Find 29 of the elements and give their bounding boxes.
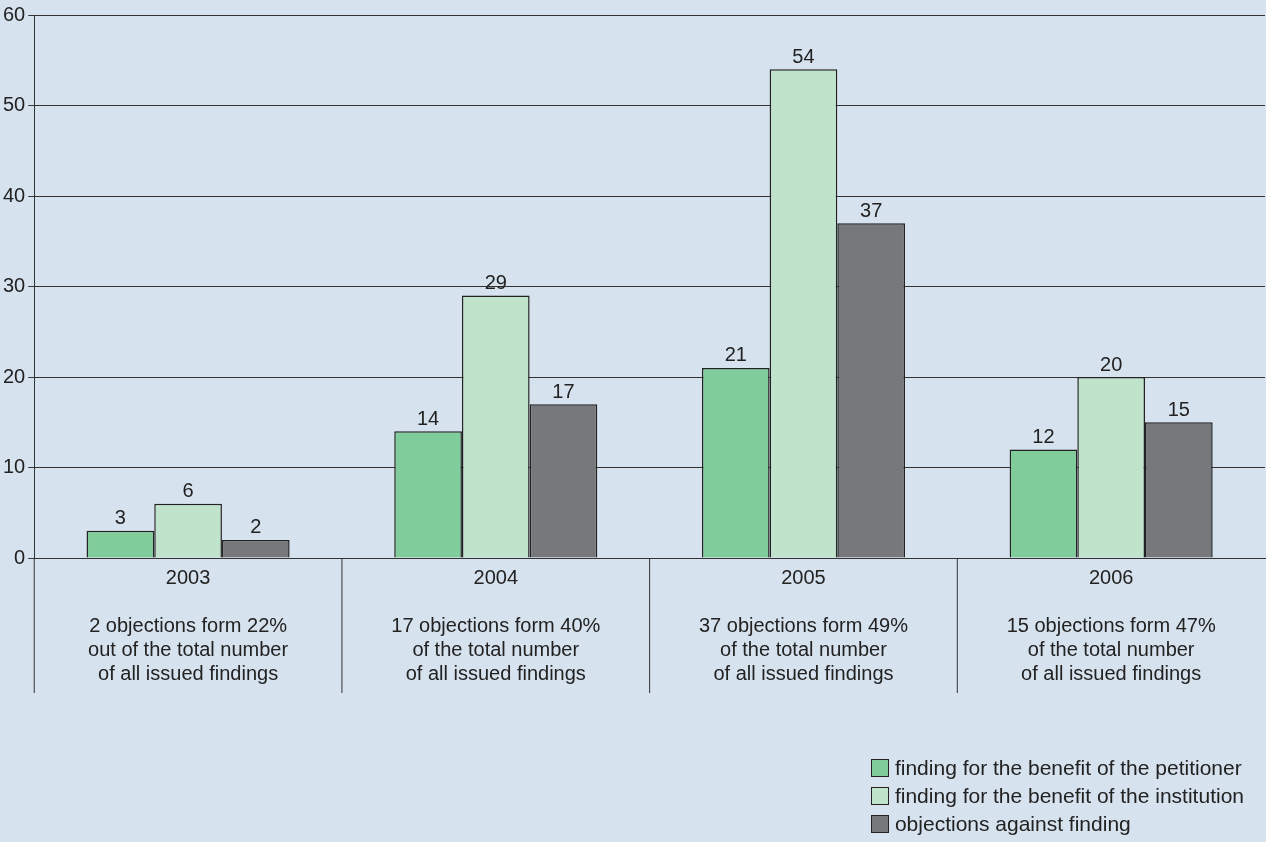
data-label: 12 xyxy=(1032,424,1055,447)
y-tick-label: 30 xyxy=(3,274,26,297)
y-tick-label: 40 xyxy=(3,183,26,206)
legend-label: finding for the benefit of the petitioner xyxy=(894,755,1242,781)
legend-label: objections against finding xyxy=(894,811,1131,837)
x-tick-label: 2006 xyxy=(1088,565,1134,588)
y-tick-label: 10 xyxy=(3,455,26,478)
x-tick-label: 2005 xyxy=(781,565,826,588)
data-label: 14 xyxy=(416,406,440,429)
y-tick-label: 60 xyxy=(3,2,26,25)
text: 17 objections form 40% of the total number of all issued findings xyxy=(391,613,601,684)
x-tick-label: 2004 xyxy=(473,565,519,588)
x-tick-label: 2003 xyxy=(165,565,211,588)
data-label: 3 xyxy=(114,506,126,529)
legend-label: finding for the benefit of the institution xyxy=(894,783,1244,809)
text: 2 objections form 22% out of the total number of all issued findings xyxy=(88,613,289,684)
data-label: 6 xyxy=(182,479,194,502)
text: 15 objections form 47% of the total number of all issued findings xyxy=(1006,613,1216,684)
y-tick-label: 50 xyxy=(3,93,26,116)
data-label: 20 xyxy=(1100,352,1123,375)
y-tick-label: 20 xyxy=(3,364,26,387)
data-label: 21 xyxy=(724,343,747,366)
text: 37 objections form 49% of the total number of all issued findings xyxy=(698,613,909,684)
data-label: 37 xyxy=(860,198,883,221)
data-label: 54 xyxy=(792,44,815,67)
data-label: 15 xyxy=(1167,397,1190,420)
data-label: 17 xyxy=(552,379,575,402)
data-label: 2 xyxy=(250,515,262,538)
y-tick-label: 0 xyxy=(14,545,26,568)
